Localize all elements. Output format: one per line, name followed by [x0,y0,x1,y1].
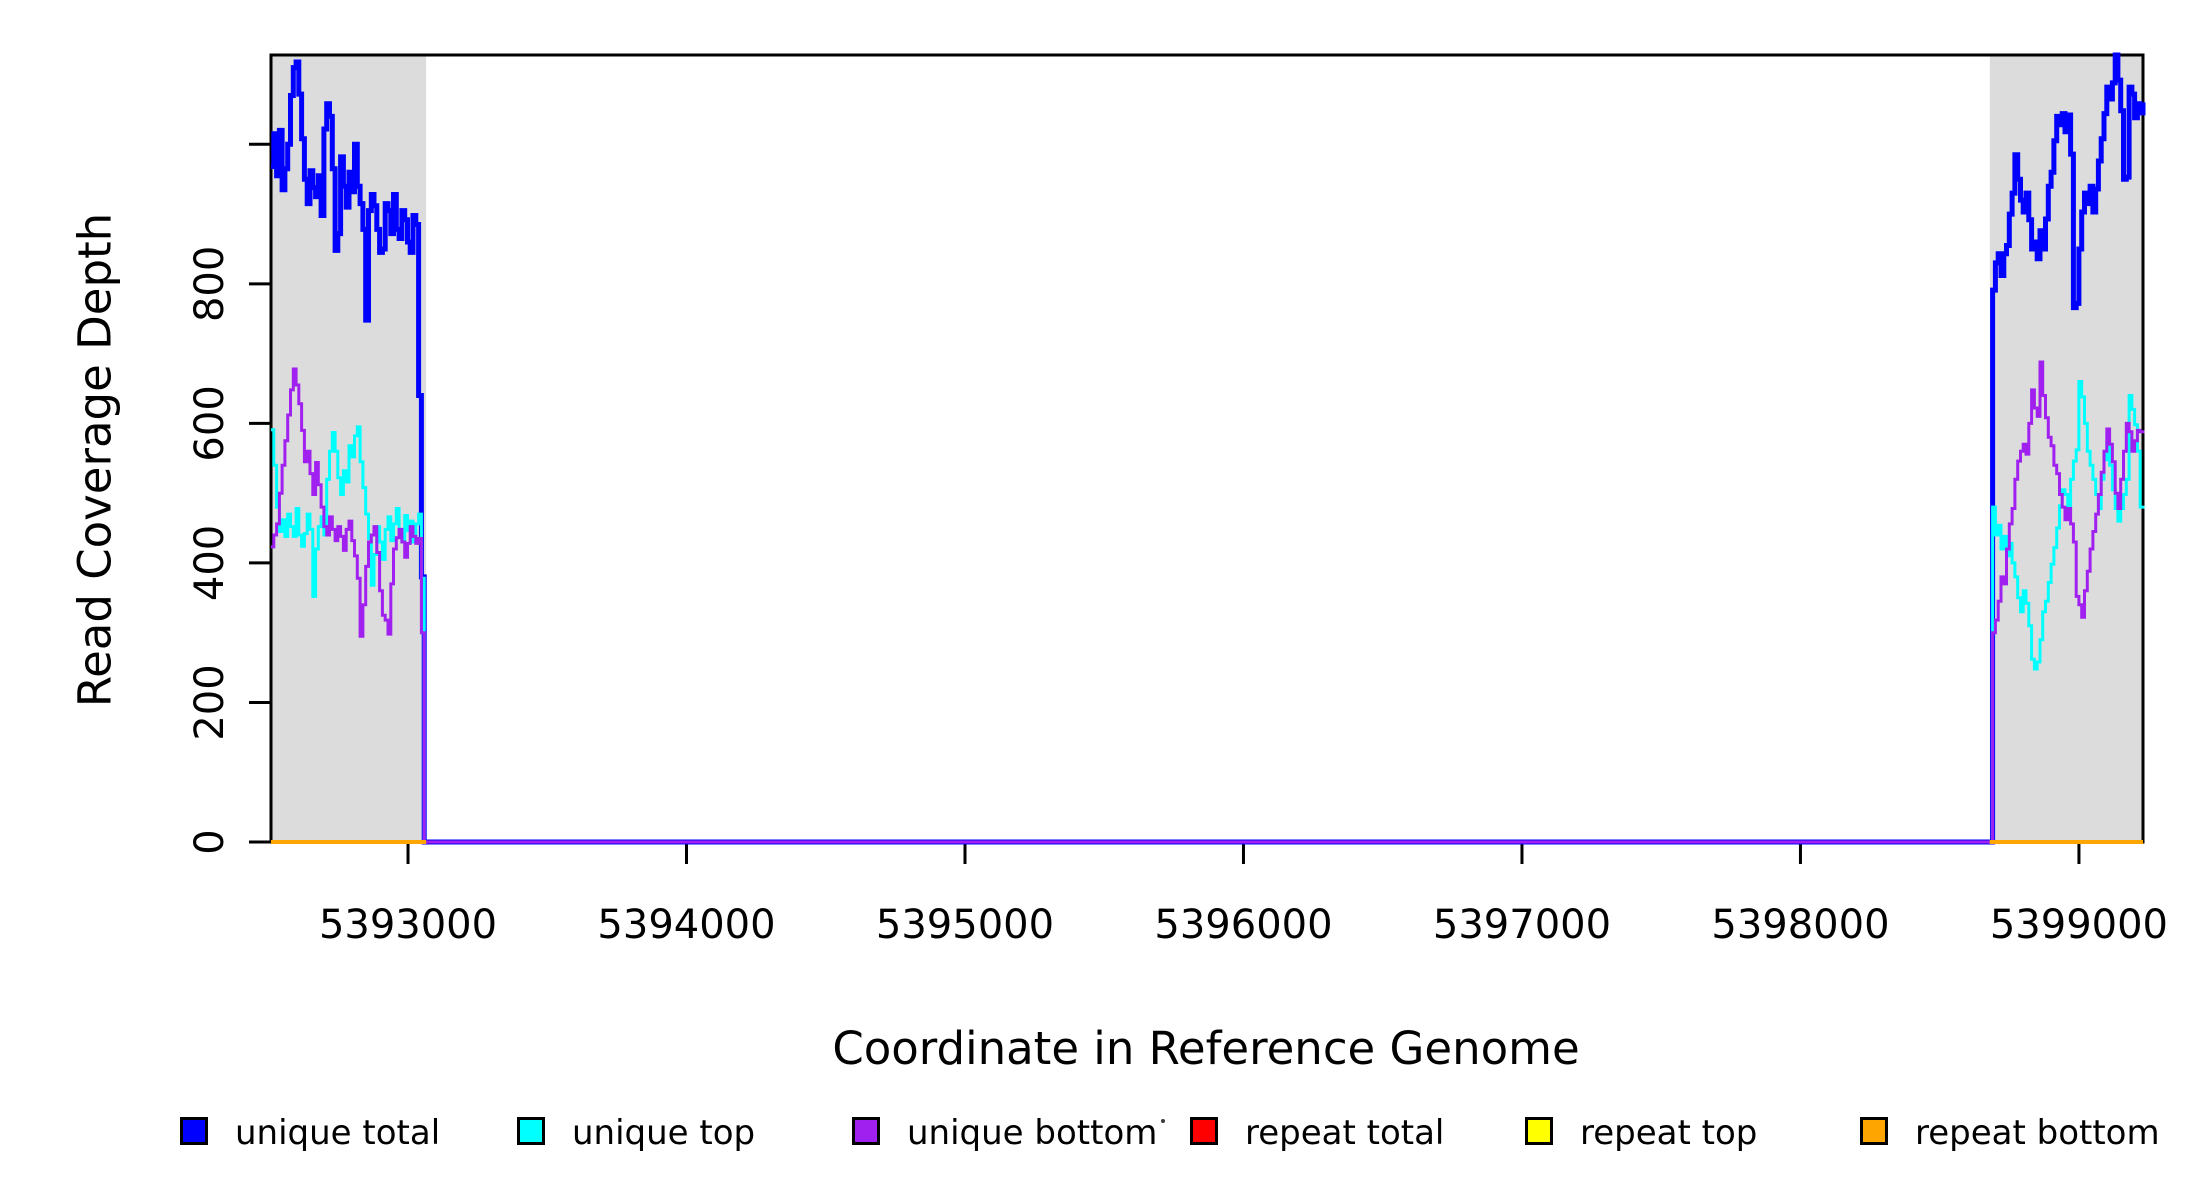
unique-total-swatch [180,1117,208,1145]
series-unique-total-line [271,52,2146,845]
x-tick-label: 5397000 [1433,902,1611,948]
legend-label: unique total [235,1113,441,1153]
repeat-total-swatch [1190,1117,1218,1145]
unique-top-swatch [517,1117,545,1145]
x-tick-label: 5395000 [876,902,1054,948]
legend-label: unique bottom [907,1113,1158,1153]
series-unique-bottom-line [271,360,2145,844]
legend-label: repeat bottom [1915,1113,2160,1153]
y-tick-label: 400 [187,525,233,601]
x-axis-title: Coordinate in Reference Genome [832,1022,1580,1075]
stray-dot [1161,1119,1165,1123]
x-tick-label: 5396000 [1154,902,1332,948]
series-unique-top-line [271,380,2145,844]
x-tick-label: 5398000 [1711,902,1889,948]
x-tick-label: 5394000 [597,902,775,948]
x-tick-label: 5393000 [319,902,497,948]
y-tick-label: 200 [187,664,233,740]
legend-label: unique top [572,1113,756,1153]
repeat-top-swatch [1525,1117,1553,1145]
plot-box [269,53,2145,844]
repeat-bottom-swatch [1860,1117,1888,1145]
y-axis-title: Read Coverage Depth [68,212,122,708]
y-tick-label: 800 [187,246,233,322]
y-tick-label: 600 [187,385,233,461]
unique-bottom-swatch [852,1117,880,1145]
y-tick-label: 0 [187,829,233,854]
legend-label: repeat top [1580,1113,1758,1153]
legend-label: repeat total [1245,1113,1445,1153]
x-tick-label: 5399000 [1990,902,2168,948]
